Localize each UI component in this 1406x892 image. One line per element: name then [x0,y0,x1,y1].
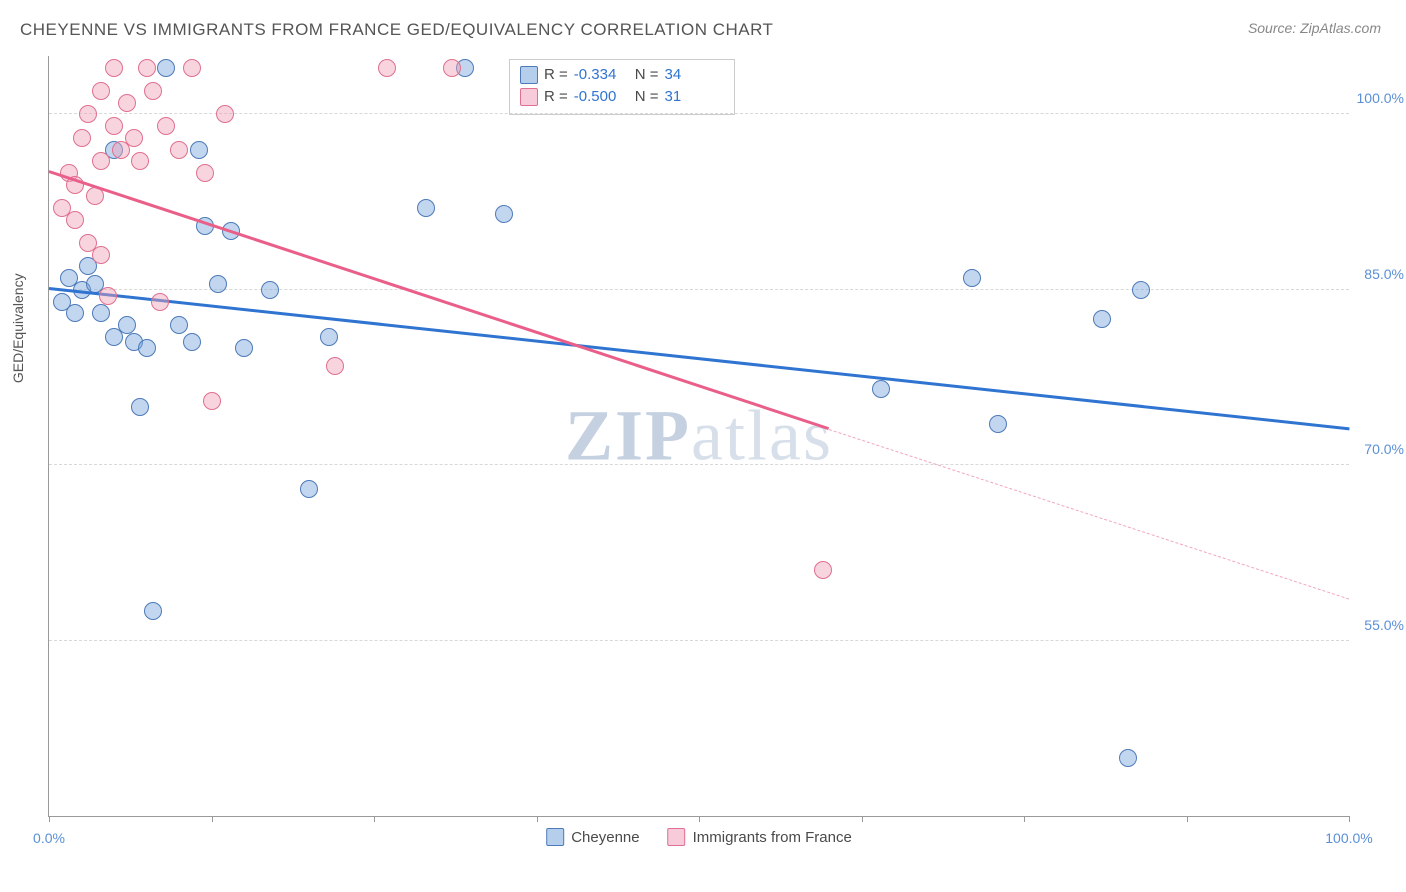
data-point [814,561,832,579]
data-point [1119,749,1137,767]
y-tick-label: 70.0% [1364,441,1404,457]
data-point [66,304,84,322]
data-point [495,205,513,223]
swatch-icon [520,88,538,106]
data-point [131,398,149,416]
y-tick-label: 55.0% [1364,617,1404,633]
legend: Cheyenne Immigrants from France [546,828,852,846]
data-point [1093,310,1111,328]
data-point [118,316,136,334]
data-point [216,105,234,123]
gridline [49,289,1349,290]
data-point [443,59,461,77]
data-point [144,602,162,620]
chart-title: CHEYENNE VS IMMIGRANTS FROM FRANCE GED/E… [20,20,773,40]
trend-line [829,429,1349,599]
data-point [92,152,110,170]
swatch-icon [546,828,564,846]
stats-box: R = -0.334 N = 34 R = -0.500 N = 31 [509,59,735,115]
stat-r-label: R = [544,64,568,86]
data-point [170,141,188,159]
x-tick [1187,816,1188,822]
legend-label: Immigrants from France [693,829,852,846]
data-point [92,304,110,322]
x-tick [537,816,538,822]
x-tick [699,816,700,822]
data-point [989,415,1007,433]
data-point [118,94,136,112]
trend-line [49,287,1349,430]
data-point [872,380,890,398]
data-point [157,59,175,77]
data-point [131,152,149,170]
x-tick [1349,816,1350,822]
data-point [105,59,123,77]
stats-row: R = -0.334 N = 34 [520,64,720,86]
data-point [99,287,117,305]
gridline [49,464,1349,465]
stat-n-label: N = [635,86,659,108]
data-point [92,246,110,264]
source-label: Source: ZipAtlas.com [1248,20,1381,36]
data-point [92,82,110,100]
data-point [320,328,338,346]
gridline [49,113,1349,114]
data-point [86,187,104,205]
stat-n-label: N = [635,64,659,86]
data-point [196,164,214,182]
x-tick-label: 0.0% [33,830,65,846]
y-tick-label: 85.0% [1364,266,1404,282]
data-point [151,293,169,311]
stat-n-value: 34 [665,64,720,86]
data-point [203,392,221,410]
swatch-icon [520,66,538,84]
stat-r-value: -0.334 [574,64,629,86]
data-point [209,275,227,293]
data-point [235,339,253,357]
data-point [144,82,162,100]
data-point [183,59,201,77]
data-point [79,105,97,123]
legend-item: Immigrants from France [668,828,852,846]
data-point [300,480,318,498]
data-point [378,59,396,77]
swatch-icon [668,828,686,846]
data-point [190,141,208,159]
x-tick [374,816,375,822]
y-axis-label: GED/Equivalency [10,273,26,383]
data-point [138,59,156,77]
x-tick-label: 100.0% [1325,830,1372,846]
data-point [73,129,91,147]
gridline [49,640,1349,641]
x-tick [49,816,50,822]
stat-r-label: R = [544,86,568,108]
data-point [417,199,435,217]
data-point [1132,281,1150,299]
data-point [170,316,188,334]
stat-n-value: 31 [665,86,720,108]
data-point [66,211,84,229]
stat-r-value: -0.500 [574,86,629,108]
legend-item: Cheyenne [546,828,639,846]
data-point [157,117,175,135]
y-tick-label: 100.0% [1357,90,1404,106]
data-point [261,281,279,299]
stats-row: R = -0.500 N = 31 [520,86,720,108]
data-point [138,339,156,357]
data-point [963,269,981,287]
x-tick [1024,816,1025,822]
data-point [326,357,344,375]
data-point [183,333,201,351]
x-tick [862,816,863,822]
x-tick [212,816,213,822]
legend-label: Cheyenne [571,829,639,846]
data-point [105,117,123,135]
data-point [125,129,143,147]
chart-plot-area: ZIPatlas R =-0.334N =34R =-0.500N =31 Ch… [48,56,1349,817]
